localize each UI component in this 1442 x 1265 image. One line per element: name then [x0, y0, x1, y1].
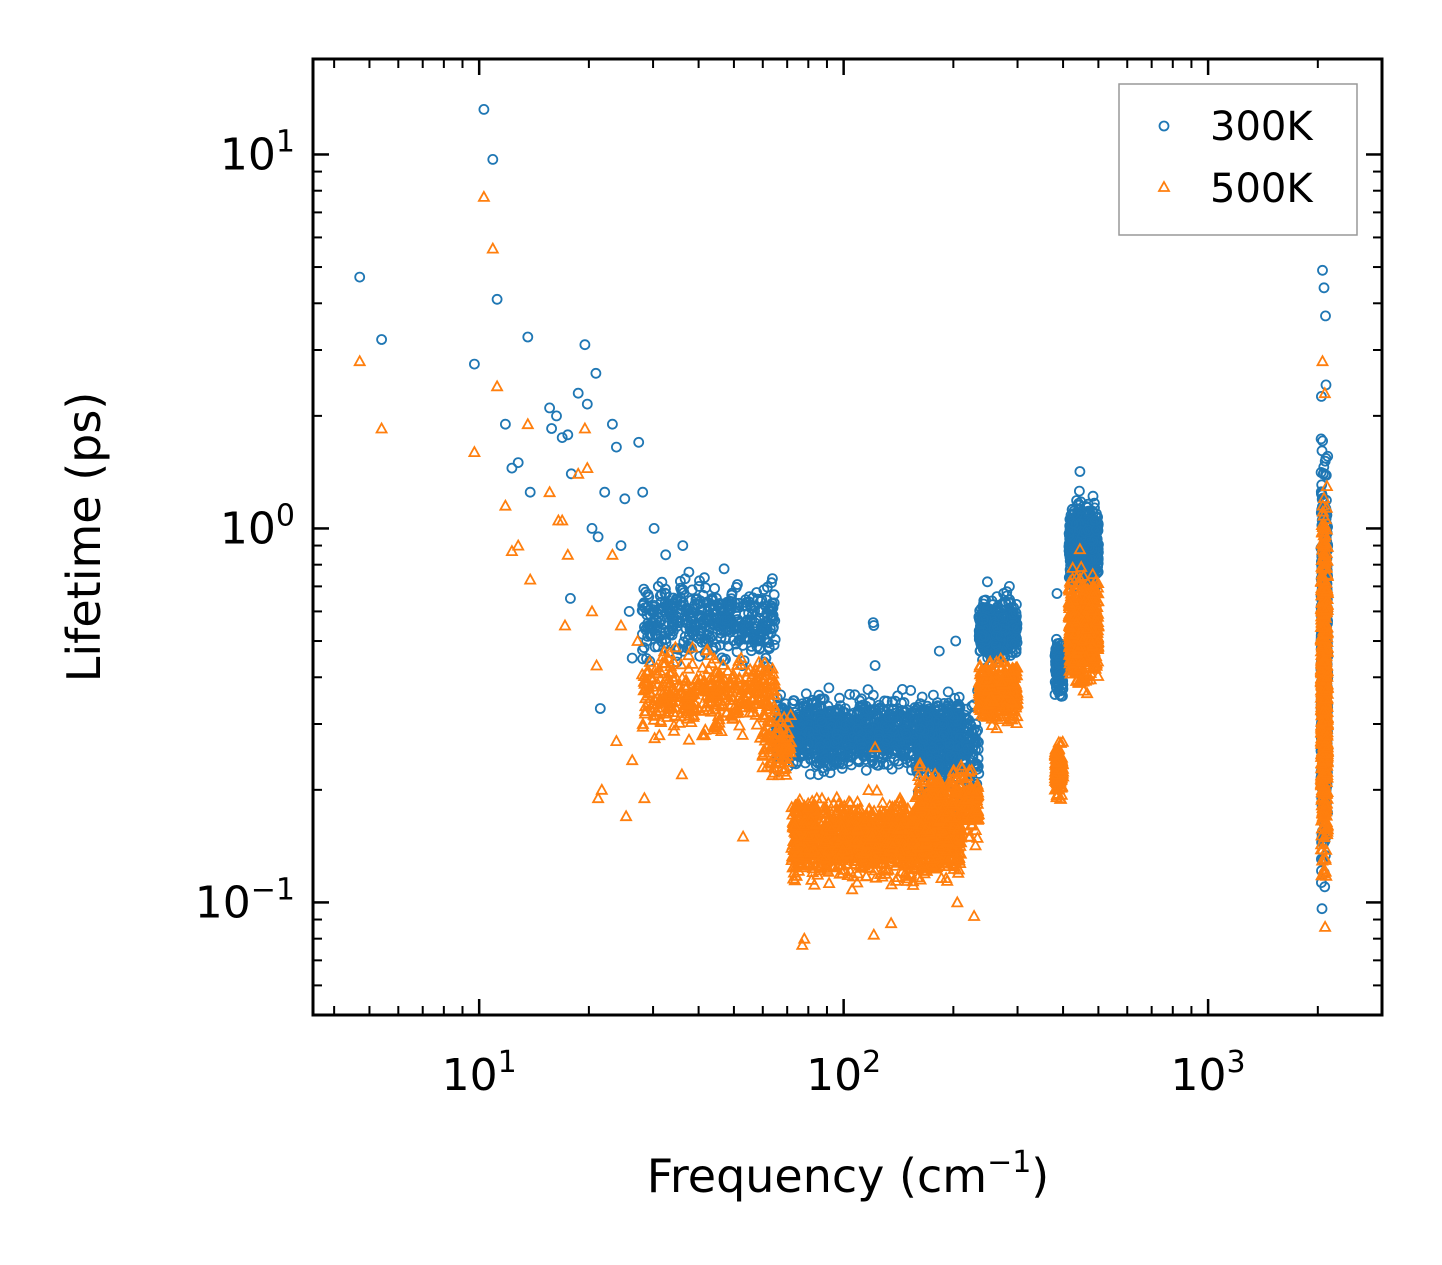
300k-point — [824, 767, 836, 779]
300k-point — [721, 615, 733, 626]
300k-point — [761, 594, 772, 606]
300k-point — [761, 611, 773, 622]
300k-point — [637, 653, 649, 665]
300k-point — [671, 616, 683, 627]
300k-point — [660, 606, 672, 618]
300k-point — [761, 623, 773, 635]
300k-point — [700, 582, 711, 594]
300k-point — [834, 692, 845, 704]
300k-point — [638, 642, 650, 654]
300k-point — [718, 655, 730, 666]
300k-point — [756, 594, 768, 606]
300k-point — [761, 617, 772, 628]
300k-point — [768, 621, 779, 633]
300k-point — [746, 609, 758, 621]
300k-point — [684, 607, 695, 619]
300k-point — [641, 635, 653, 647]
300k-point — [762, 581, 773, 593]
300k-point — [733, 602, 745, 613]
300k-point — [654, 590, 666, 602]
300k-point — [648, 600, 660, 611]
300k-point — [746, 614, 758, 626]
300k-point — [639, 621, 650, 633]
300k-point — [647, 630, 658, 642]
300k-point — [699, 572, 710, 584]
300k-point — [706, 593, 718, 604]
300k-point — [732, 579, 743, 590]
300k-point — [768, 639, 780, 651]
300k-point — [713, 598, 724, 610]
300k-point — [660, 637, 672, 649]
300k-point — [692, 599, 704, 610]
300k-point — [671, 621, 683, 632]
300k-point — [844, 689, 855, 700]
300k-point — [767, 573, 778, 584]
300k-point — [683, 566, 695, 578]
300k-point — [740, 633, 752, 645]
300k-point — [733, 634, 745, 646]
300k-point — [663, 626, 674, 638]
300k-point — [646, 606, 658, 618]
300k-point — [743, 620, 755, 632]
300k-point — [653, 631, 664, 643]
300k-point — [823, 682, 835, 694]
300k-point — [636, 605, 648, 616]
300k-point — [766, 597, 778, 609]
300k-point — [731, 646, 743, 658]
300k-point — [638, 597, 650, 609]
300k-point — [860, 764, 872, 776]
300k-point — [767, 602, 779, 614]
300k-point — [694, 650, 706, 662]
300k-point — [697, 589, 709, 601]
300k-point — [800, 688, 812, 700]
300k-point — [638, 583, 650, 595]
300k-point — [722, 640, 734, 652]
300k-point — [655, 615, 667, 627]
300k-point — [676, 585, 687, 596]
300k-point — [660, 583, 671, 595]
300k-point — [700, 633, 712, 645]
300k-point — [670, 593, 682, 605]
300k-point — [694, 624, 706, 636]
data-points-layer — [353, 104, 1335, 950]
300k-point — [916, 691, 928, 703]
300k-point — [751, 587, 762, 598]
